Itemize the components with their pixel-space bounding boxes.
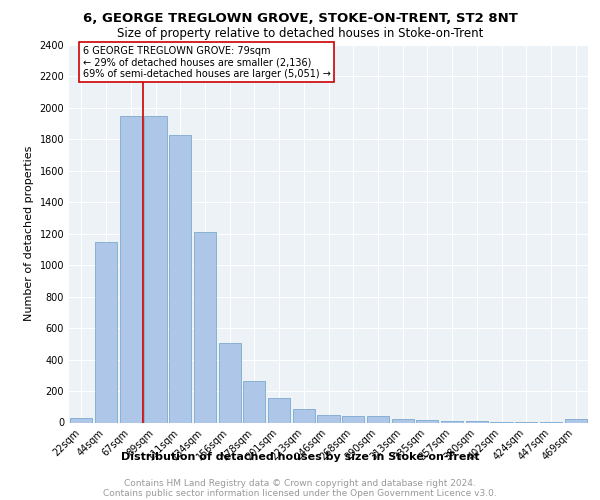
- Bar: [466, 421, 488, 422]
- Text: 6 GEORGE TREGLOWN GROVE: 79sqm
← 29% of detached houses are smaller (2,136)
69% : 6 GEORGE TREGLOWN GROVE: 79sqm ← 29% of …: [83, 46, 331, 79]
- Bar: [95, 242, 117, 422]
- Bar: [119, 116, 142, 422]
- Bar: [169, 134, 191, 422]
- Bar: [145, 116, 167, 422]
- Bar: [293, 409, 315, 422]
- Y-axis label: Number of detached properties: Number of detached properties: [24, 146, 34, 322]
- Bar: [392, 420, 414, 422]
- Bar: [416, 420, 439, 422]
- Bar: [218, 343, 241, 422]
- Bar: [342, 416, 364, 422]
- Bar: [565, 420, 587, 422]
- Bar: [243, 381, 265, 422]
- Bar: [70, 418, 92, 422]
- Bar: [317, 414, 340, 422]
- Bar: [441, 421, 463, 422]
- Text: Contains HM Land Registry data © Crown copyright and database right 2024.: Contains HM Land Registry data © Crown c…: [124, 478, 476, 488]
- Text: Size of property relative to detached houses in Stoke-on-Trent: Size of property relative to detached ho…: [117, 28, 483, 40]
- Text: Contains public sector information licensed under the Open Government Licence v3: Contains public sector information licen…: [103, 488, 497, 498]
- Bar: [268, 398, 290, 422]
- Bar: [194, 232, 216, 422]
- Bar: [367, 416, 389, 422]
- Text: 6, GEORGE TREGLOWN GROVE, STOKE-ON-TRENT, ST2 8NT: 6, GEORGE TREGLOWN GROVE, STOKE-ON-TRENT…: [83, 12, 517, 26]
- Text: Distribution of detached houses by size in Stoke-on-Trent: Distribution of detached houses by size …: [121, 452, 479, 462]
